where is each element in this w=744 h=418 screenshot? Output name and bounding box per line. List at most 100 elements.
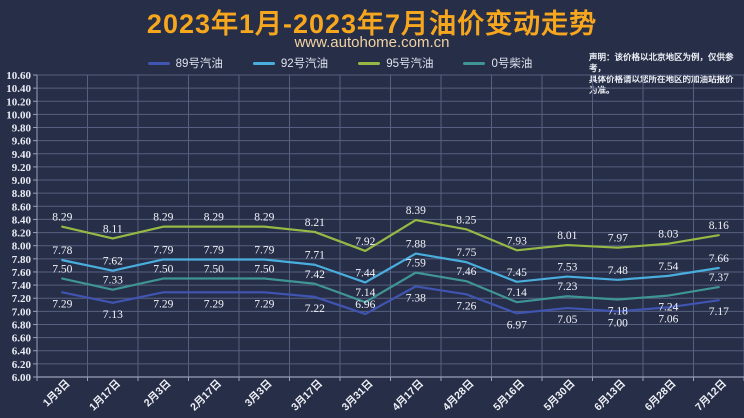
svg-text:7.18: 7.18 <box>608 306 628 318</box>
legend-item-0-diesel[interactable]: 0号柴油 <box>463 55 532 71</box>
svg-text:7.93: 7.93 <box>507 235 527 247</box>
svg-text:10.00: 10.00 <box>6 109 31 121</box>
svg-text:7.60: 7.60 <box>12 267 32 279</box>
svg-text:7.05: 7.05 <box>557 314 577 326</box>
svg-text:8.29: 8.29 <box>254 212 274 224</box>
svg-text:7.62: 7.62 <box>103 256 123 268</box>
svg-text:6月28日: 6月28日 <box>643 378 679 414</box>
line-swatch-icon <box>358 61 381 65</box>
legend-label: 0号柴油 <box>491 58 533 70</box>
page-title: 2023年1月-2023年7月油价变动走势 <box>146 9 598 39</box>
svg-text:7.20: 7.20 <box>12 293 32 305</box>
svg-text:7.22: 7.22 <box>305 303 325 315</box>
svg-text:3月31日: 3月31日 <box>340 378 376 414</box>
svg-text:7.50: 7.50 <box>52 264 72 276</box>
svg-text:4月17日: 4月17日 <box>390 378 426 414</box>
svg-text:8.21: 8.21 <box>305 217 325 229</box>
svg-text:1月17日: 1月17日 <box>87 378 123 414</box>
svg-text:8.11: 8.11 <box>103 223 123 235</box>
legend-label: 92号汽油 <box>280 58 329 70</box>
svg-text:10.60: 10.60 <box>6 70 31 82</box>
disclaimer-line-2: 具体价格请以您所在地区的加油站报价为准。 <box>589 74 734 96</box>
svg-text:7.71: 7.71 <box>305 250 325 262</box>
svg-text:3月3日: 3月3日 <box>243 378 275 410</box>
svg-text:7.75: 7.75 <box>456 247 476 259</box>
svg-text:8.03: 8.03 <box>658 229 678 241</box>
svg-text:7.14: 7.14 <box>355 287 375 299</box>
svg-text:2月17日: 2月17日 <box>188 378 224 414</box>
svg-text:2月3日: 2月3日 <box>142 378 174 410</box>
svg-text:7.23: 7.23 <box>557 281 577 293</box>
svg-text:8.40: 8.40 <box>12 214 32 226</box>
svg-text:7月12日: 7月12日 <box>693 378 729 414</box>
svg-text:7.38: 7.38 <box>406 292 426 304</box>
legend-item-95-gasoline[interactable]: 95号汽油 <box>358 55 433 71</box>
svg-text:8.29: 8.29 <box>204 212 224 224</box>
svg-text:7.26: 7.26 <box>456 300 476 312</box>
svg-text:6.20: 6.20 <box>12 359 32 371</box>
svg-text:7.59: 7.59 <box>406 258 426 270</box>
svg-text:4月28日: 4月28日 <box>441 378 477 414</box>
svg-text:8.29: 8.29 <box>52 212 72 224</box>
line-swatch-icon <box>252 61 275 65</box>
site-url: www.autohome.com.cn <box>294 34 450 51</box>
svg-text:8.39: 8.39 <box>406 205 426 217</box>
svg-text:7.00: 7.00 <box>608 317 628 329</box>
svg-text:8.00: 8.00 <box>12 241 32 253</box>
svg-text:5月30日: 5月30日 <box>542 378 578 414</box>
svg-text:7.29: 7.29 <box>254 298 274 310</box>
line-swatch-icon <box>463 61 486 65</box>
svg-text:7.37: 7.37 <box>709 272 729 284</box>
svg-text:7.24: 7.24 <box>658 302 678 314</box>
svg-text:8.60: 8.60 <box>12 201 32 213</box>
svg-text:8.01: 8.01 <box>557 230 577 242</box>
svg-text:7.48: 7.48 <box>608 265 628 277</box>
svg-text:8.20: 8.20 <box>12 228 32 240</box>
line-swatch-icon <box>147 61 170 65</box>
svg-text:7.29: 7.29 <box>204 298 224 310</box>
svg-text:6.97: 6.97 <box>507 319 527 331</box>
svg-text:9.20: 9.20 <box>12 162 32 174</box>
legend-item-92-gasoline[interactable]: 92号汽油 <box>252 55 329 71</box>
svg-text:7.53: 7.53 <box>557 262 577 274</box>
svg-text:8.80: 8.80 <box>12 188 32 200</box>
svg-text:5月16日: 5月16日 <box>491 378 527 414</box>
svg-text:7.33: 7.33 <box>103 275 123 287</box>
svg-text:7.78: 7.78 <box>52 245 72 257</box>
svg-text:7.80: 7.80 <box>12 254 32 266</box>
svg-text:6月13日: 6月13日 <box>592 378 628 414</box>
svg-text:7.44: 7.44 <box>355 267 375 279</box>
svg-text:7.29: 7.29 <box>52 298 72 310</box>
svg-text:7.45: 7.45 <box>507 267 527 279</box>
svg-text:7.50: 7.50 <box>204 264 224 276</box>
svg-text:9.00: 9.00 <box>12 175 32 187</box>
svg-text:10.20: 10.20 <box>6 96 31 108</box>
svg-text:7.13: 7.13 <box>103 309 123 321</box>
disclaimer-note: 声明：该价格以北京地区为例，仅供参考， 具体价格请以您所在地区的加油站报价为准。 <box>589 52 741 96</box>
svg-text:6.40: 6.40 <box>12 346 32 358</box>
legend-label: 89号汽油 <box>175 58 223 70</box>
svg-text:8.29: 8.29 <box>153 212 173 224</box>
disclaimer-line-1: 声明：该价格以北京地区为例，仅供参考， <box>589 52 734 74</box>
svg-text:7.29: 7.29 <box>153 298 173 310</box>
svg-text:7.17: 7.17 <box>709 306 729 318</box>
chart-legend: 89号汽油 92号汽油 95号汽油 0号柴油 <box>0 55 712 71</box>
legend-item-89-gasoline[interactable]: 89号汽油 <box>147 55 223 71</box>
legend-label: 95号汽油 <box>386 58 434 70</box>
svg-text:7.06: 7.06 <box>658 313 678 325</box>
svg-text:7.50: 7.50 <box>153 264 173 276</box>
svg-text:3月17日: 3月17日 <box>289 378 325 414</box>
svg-text:7.92: 7.92 <box>355 236 375 248</box>
svg-text:7.79: 7.79 <box>204 244 224 256</box>
svg-text:7.00: 7.00 <box>12 306 32 318</box>
svg-text:1月3日: 1月3日 <box>41 378 73 410</box>
svg-text:9.60: 9.60 <box>12 136 32 148</box>
svg-text:7.46: 7.46 <box>456 266 476 278</box>
svg-text:9.40: 9.40 <box>12 149 32 161</box>
svg-text:7.66: 7.66 <box>709 253 729 265</box>
svg-text:7.50: 7.50 <box>254 264 274 276</box>
svg-text:6.60: 6.60 <box>12 333 32 345</box>
svg-text:7.79: 7.79 <box>153 244 173 256</box>
